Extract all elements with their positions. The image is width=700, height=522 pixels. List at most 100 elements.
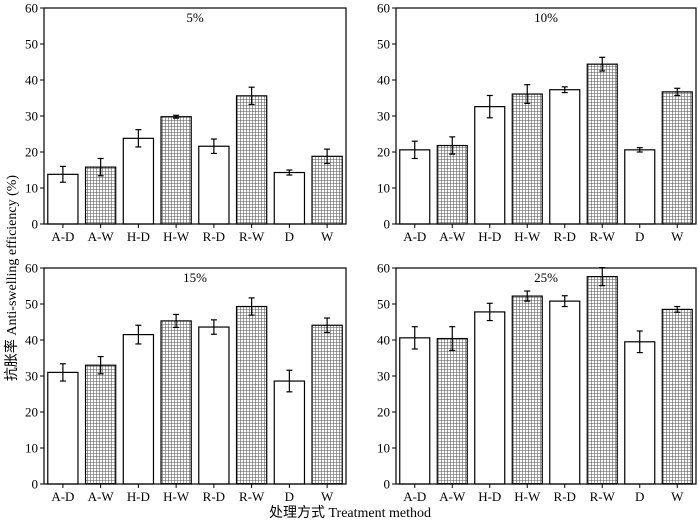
x-tick-label: H-D (478, 229, 501, 244)
y-tick-label: 10 (25, 441, 38, 456)
bar-r-d (198, 145, 230, 225)
plot-frame (395, 7, 697, 225)
x-tick-label: H-W (163, 489, 190, 504)
error-bar (248, 86, 255, 106)
x-tick-label: H-W (514, 229, 541, 244)
y-tick-label: 50 (25, 37, 38, 52)
bar-a-d (399, 149, 431, 225)
error-bar (524, 290, 531, 302)
x-tick-label: W (321, 489, 334, 504)
bar-r-d (198, 326, 230, 485)
y-tick-label: 50 (377, 297, 390, 312)
x-tick-label: A-W (88, 489, 115, 504)
bar-r-w (235, 95, 268, 225)
x-tick-label: A-D (51, 229, 74, 244)
bar-h-d (122, 334, 155, 485)
y-tick-label: 0 (32, 477, 39, 492)
x-axis-label: 处理方式 Treatment method (268, 506, 432, 521)
x-tick-label: H-W (163, 229, 190, 244)
bar-h-w (511, 93, 543, 225)
y-tick-label: 60 (377, 261, 390, 276)
x-tick-label: R-D (554, 489, 576, 504)
y-tick-label: 10 (25, 181, 38, 196)
bar-d (624, 341, 656, 485)
x-tick-label: W (671, 229, 684, 244)
error-bar (59, 363, 66, 382)
y-tick-label: 10 (377, 441, 390, 456)
x-tick-label: H-W (514, 489, 541, 504)
bar-w (661, 308, 693, 485)
panel-title: 5% (186, 10, 204, 25)
error-bar (59, 165, 66, 183)
x-tick-label: A-D (403, 229, 426, 244)
y-tick-label: 60 (377, 1, 390, 16)
error-bar (286, 369, 293, 393)
y-tick-label: 20 (25, 405, 38, 420)
bar-h-w (511, 295, 543, 485)
x-tick-label: D (635, 229, 644, 244)
error-bar (674, 87, 681, 97)
y-tick-label: 40 (25, 333, 38, 348)
bar-r-w (586, 276, 618, 485)
x-tick-label: R-D (554, 229, 576, 244)
error-bar (486, 94, 493, 119)
x-tick-label: H-D (478, 489, 501, 504)
x-tick-label: R-D (203, 229, 225, 244)
y-tick-label: 10 (377, 181, 390, 196)
y-tick-label: 60 (25, 261, 38, 276)
bar-h-d (122, 137, 155, 225)
bar-a-d (399, 337, 431, 485)
bar-w (661, 91, 693, 225)
bar-w (311, 155, 343, 225)
error-bar (411, 140, 418, 160)
x-tick-label: A-W (88, 229, 115, 244)
y-tick-label: 40 (377, 73, 390, 88)
x-tick-label: R-W (590, 489, 616, 504)
chart-panel: 0 10 20 30 40 50 60 A-D A-W H-D H-W R-D R-W D W 5% (25, 1, 347, 244)
bar-w (311, 324, 343, 485)
bar-h-d (474, 106, 506, 225)
bar-a-w (436, 337, 468, 485)
y-axis-label: 抗胀率 Anti-swelling efficiency (%) (3, 175, 20, 381)
bar-r-d (549, 300, 581, 485)
x-tick-label: A-W (439, 229, 466, 244)
error-bar (674, 305, 681, 313)
bar-a-d (47, 371, 79, 485)
y-tick-label: 20 (377, 145, 390, 160)
x-tick-label: R-W (239, 489, 265, 504)
error-bar (97, 355, 104, 375)
y-tick-label: 30 (25, 369, 38, 384)
plot-frame (43, 267, 347, 485)
y-tick-label: 40 (25, 73, 38, 88)
y-tick-label: 0 (384, 217, 391, 232)
x-tick-label: R-W (239, 229, 265, 244)
error-bar (411, 326, 418, 350)
y-tick-label: 0 (32, 217, 39, 232)
chart-panel: 0 10 20 30 40 50 60 A-D A-W H-D H-W R-D R-W D W 15% (25, 261, 347, 504)
x-tick-label: D (285, 489, 294, 504)
x-tick-label: R-W (590, 229, 616, 244)
bar-a-w (84, 166, 117, 225)
error-bar (286, 169, 293, 176)
error-bar (561, 295, 568, 308)
bar-h-d (474, 311, 506, 485)
bar-d (273, 380, 306, 485)
bar-r-w (235, 305, 268, 485)
bar-a-w (436, 144, 468, 225)
error-bar (449, 136, 456, 155)
error-bar (636, 147, 643, 153)
error-bar (324, 148, 331, 165)
plot-frame (395, 267, 697, 485)
error-bar (561, 86, 568, 94)
x-tick-label: A-D (403, 489, 426, 504)
y-tick-label: 20 (25, 145, 38, 160)
error-bar (324, 317, 331, 334)
x-tick-label: H-D (127, 229, 150, 244)
error-bar (636, 330, 643, 354)
y-tick-label: 50 (377, 37, 390, 52)
error-bar (486, 302, 493, 322)
x-tick-label: R-D (203, 489, 225, 504)
y-tick-label: 20 (377, 405, 390, 420)
x-tick-label: W (321, 229, 334, 244)
error-bar (173, 114, 180, 119)
